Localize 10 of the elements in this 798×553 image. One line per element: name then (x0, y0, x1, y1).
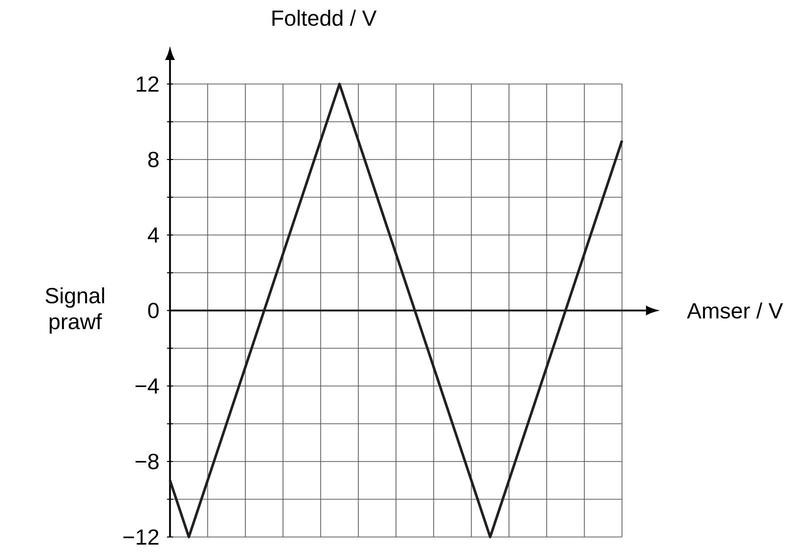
x-axis-title: Amser / V (686, 302, 784, 319)
y-tick-label: −8 (136, 454, 159, 470)
text: Signal prawf (46, 287, 104, 334)
y-tick-label: 8 (148, 152, 159, 168)
y-tick-label: 0 (148, 302, 159, 318)
y-tick-label: −12 (123, 529, 158, 545)
y-tick-label: −4 (136, 378, 159, 394)
y-tick-label: 4 (148, 227, 159, 243)
y-axis-title: Foltedd / V (272, 10, 377, 26)
y-tick-label: 12 (136, 76, 158, 92)
